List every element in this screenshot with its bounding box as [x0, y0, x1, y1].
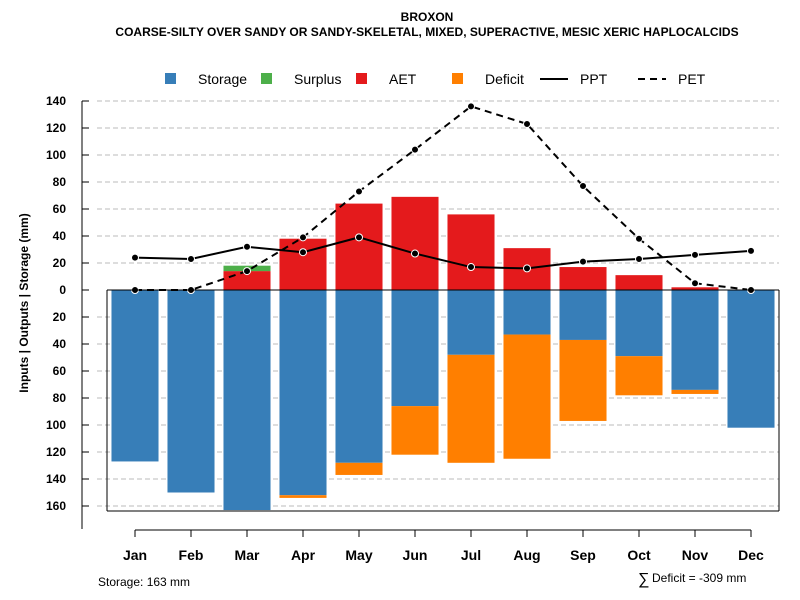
y-tick-label: 100	[46, 418, 66, 432]
legend-swatch-storage	[165, 73, 176, 84]
legend-swatch-aet	[356, 73, 367, 84]
pet-line	[135, 105, 752, 291]
y-tick-label: 120	[46, 121, 66, 135]
lines	[131, 102, 755, 294]
ppt-point	[747, 246, 755, 255]
storage-bar-dec	[727, 290, 775, 428]
y-tick-label: 140	[46, 94, 66, 108]
deficit-bar-may	[335, 462, 383, 475]
ppt-point	[299, 248, 307, 257]
deficit-bar-aug	[503, 334, 551, 459]
deficit-annotation: Deficit = -309 mm	[652, 571, 746, 585]
y-tick-label: 80	[53, 175, 67, 189]
y-tick-label: 60	[53, 202, 67, 216]
legend-label-storage: Storage	[198, 71, 247, 87]
y-tick-label: 40	[53, 229, 67, 243]
ppt-point	[355, 233, 363, 242]
x-tick-label-feb: Feb	[179, 547, 204, 563]
aet-bar-sep	[559, 267, 607, 290]
ppt-point	[635, 254, 643, 263]
deficit-bar-sep	[559, 339, 607, 421]
pet-point	[635, 234, 643, 243]
aet-bar-may	[335, 203, 383, 290]
x-tick-label-dec: Dec	[738, 547, 764, 563]
x-tick-label-jan: Jan	[123, 547, 147, 563]
deficit-bar-oct	[615, 356, 663, 396]
ppt-point	[243, 242, 251, 251]
y-tick-label: 20	[53, 256, 67, 270]
ppt-point	[411, 249, 419, 258]
chart-subtitle: COARSE-SILTY OVER SANDY OR SANDY-SKELETA…	[115, 25, 738, 39]
y-tick-label: 0	[59, 283, 66, 297]
ppt-point	[691, 250, 699, 259]
pet-point	[243, 267, 251, 276]
legend-swatch-surplus	[261, 73, 272, 84]
y-tick-label: 140	[46, 472, 66, 486]
x-tick-label-oct: Oct	[627, 547, 651, 563]
y-tick-label: 80	[53, 391, 67, 405]
legend-swatch-deficit	[452, 73, 463, 84]
deficit-bar-jul	[447, 354, 495, 463]
aet-bar-jun	[391, 196, 439, 290]
deficit-bar-nov	[671, 389, 719, 394]
ppt-point	[523, 264, 531, 273]
storage-bar-feb	[167, 290, 215, 493]
storage-bar-sep	[559, 290, 607, 340]
legend-label-deficit: Deficit	[485, 71, 524, 87]
x-tick-label-may: May	[345, 547, 372, 563]
storage-bar-aug	[503, 290, 551, 335]
pet-point	[579, 182, 587, 191]
y-tick-label: 100	[46, 148, 66, 162]
legend-label-surplus: Surplus	[294, 71, 341, 87]
storage-bar-oct	[615, 290, 663, 357]
x-tick-label-mar: Mar	[235, 547, 260, 563]
axes: 140 120 100 80 60 40 20 0 20 40 60 80 100 120 140 160 Ja…	[46, 94, 780, 563]
deficit-bar-jun	[391, 406, 439, 455]
y-tick-label: 20	[53, 310, 67, 324]
pet-point	[355, 187, 363, 196]
aet-bar-oct	[615, 275, 663, 290]
x-tick-label-sep: Sep	[570, 547, 596, 563]
storage-bar-jul	[447, 290, 495, 355]
pet-point	[523, 119, 531, 128]
storage-bar-nov	[671, 290, 719, 390]
storage-bar-jan	[111, 290, 159, 462]
legend-label-pet: PET	[678, 71, 706, 87]
pet-point	[691, 279, 699, 288]
y-axis-label: Inputs | Outputs | Storage (mm)	[17, 213, 31, 392]
y-tick-label: 60	[53, 364, 67, 378]
ppt-point	[131, 253, 139, 262]
x-tick-label-jul: Jul	[461, 547, 481, 563]
aet-bar-nov	[671, 287, 719, 290]
storage-bar-mar	[223, 290, 271, 511]
legend-label-ppt: PPT	[580, 71, 608, 87]
legend: Storage Surplus AET Deficit PPT PET	[165, 71, 706, 87]
y-tick-label: 160	[46, 499, 66, 513]
ppt-point	[467, 263, 475, 272]
chart-title: BROXON	[401, 10, 454, 24]
x-tick-label-nov: Nov	[682, 547, 709, 563]
storage-bar-may	[335, 290, 383, 463]
y-tick-label: 120	[46, 445, 66, 459]
deficit-bar-apr	[279, 495, 327, 498]
aet-bar-jul	[447, 214, 495, 290]
legend-label-aet: AET	[389, 71, 417, 87]
ppt-point	[579, 257, 587, 266]
y-tick-label: 40	[53, 337, 67, 351]
ppt-point	[187, 254, 195, 263]
storage-annotation: Storage: 163 mm	[98, 575, 190, 589]
x-tick-label-jun: Jun	[403, 547, 428, 563]
x-tick-label-apr: Apr	[291, 547, 316, 563]
storage-bar-apr	[279, 290, 327, 496]
bars	[111, 196, 775, 511]
storage-bar-jun	[391, 290, 439, 407]
pet-point	[411, 145, 419, 154]
ppt-line	[134, 236, 752, 270]
pet-point	[467, 102, 475, 111]
pet-point	[299, 233, 307, 242]
x-tick-label-aug: Aug	[513, 547, 540, 563]
sum-symbol: ∑	[638, 571, 649, 588]
